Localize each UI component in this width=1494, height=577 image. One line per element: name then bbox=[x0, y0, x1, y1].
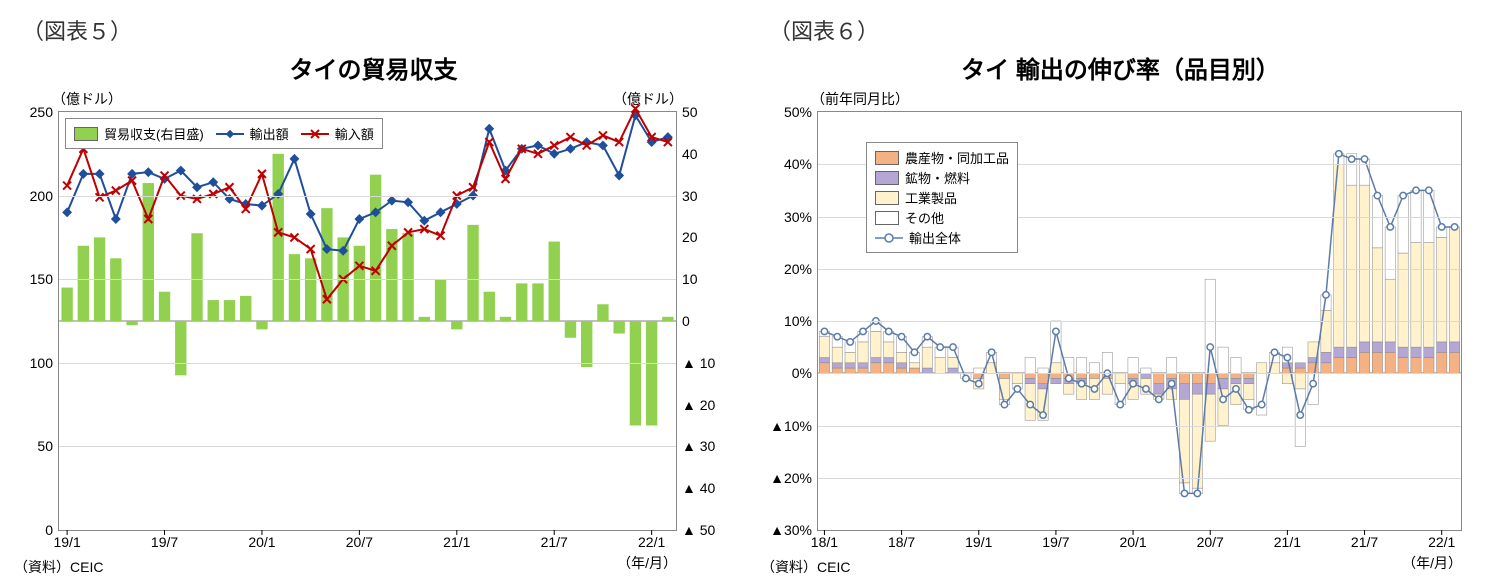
fig5-label: （図表５） bbox=[22, 14, 737, 46]
chart6-plot-area: 農産物・同加工品 鉱物・燃料 工業製品 その他 輸出全体 ▲30%▲20%▲10… bbox=[817, 111, 1462, 531]
fig6-label: （図表６） bbox=[769, 14, 1484, 46]
chart5-plot-area: 貿易収支(右目盛) 輸出額 輸入額 0501001502002505040302… bbox=[58, 111, 677, 531]
chart5-svg bbox=[59, 112, 676, 530]
legend-imports: 輸入額 bbox=[301, 124, 374, 143]
chart6-y-unit: （前年同月比） bbox=[811, 89, 909, 109]
chart5-title: タイの貿易収支 bbox=[10, 50, 737, 85]
chart5-legend: 貿易収支(右目盛) 輸出額 輸入額 bbox=[65, 118, 383, 149]
legend-other: その他 bbox=[875, 208, 1009, 227]
legend-indust: 工業製品 bbox=[875, 188, 1009, 207]
chart5-panel: （図表５） タイの貿易収支 （億ドル） （億ドル） 貿易収支(右目盛) 輸出額 … bbox=[10, 10, 737, 558]
legend-total: 輸出全体 bbox=[875, 228, 1009, 247]
chart6-legend: 農産物・同加工品 鉱物・燃料 工業製品 その他 輸出全体 bbox=[866, 142, 1018, 253]
chart5-x-label: （年/月） bbox=[617, 553, 677, 573]
chart6-source: （資料）CEIC bbox=[761, 557, 1484, 577]
legend-mineral: 鉱物・燃料 bbox=[875, 168, 1009, 187]
chart5-yr-unit: （億ドル） bbox=[613, 89, 683, 109]
chart5-yl-unit: （億ドル） bbox=[52, 89, 122, 109]
chart6-panel: （図表６） タイ 輸出の伸び率（品目別） （前年同月比） 農産物・同加工品 鉱物… bbox=[757, 10, 1484, 558]
chart6-title: タイ 輸出の伸び率（品目別） bbox=[757, 50, 1484, 85]
legend-agri: 農産物・同加工品 bbox=[875, 148, 1009, 167]
legend-balance: 貿易収支(右目盛) bbox=[74, 124, 204, 143]
chart6-x-label: （年/月） bbox=[1402, 553, 1462, 573]
legend-exports: 輸出額 bbox=[216, 124, 289, 143]
